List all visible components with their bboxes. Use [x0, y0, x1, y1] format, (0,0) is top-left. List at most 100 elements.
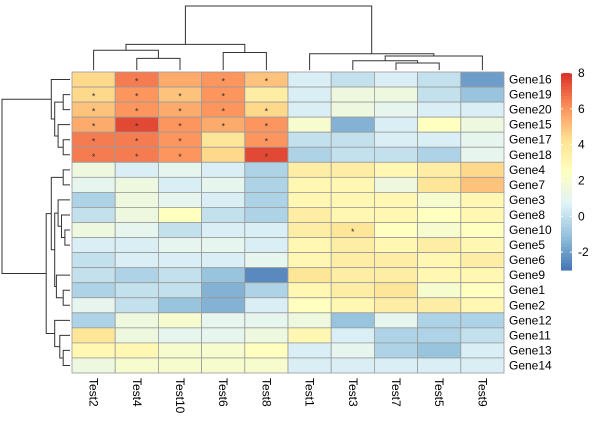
heatmap-cell — [114, 357, 159, 374]
column-labels: Test2 Test4 Test10 Test6 Test8 Test1 Test3 Test… — [87, 378, 490, 414]
heatmap-cell — [330, 342, 375, 359]
column-label: Test10 — [173, 378, 187, 414]
heatmap-cell — [114, 252, 159, 269]
heatmap-cell — [114, 237, 159, 254]
heatmap-cell — [157, 222, 202, 238]
heatmap-cell — [244, 342, 289, 359]
row-label: Gene20 — [509, 103, 552, 117]
legend-gradient-step — [561, 194, 572, 199]
heatmap-cell — [287, 267, 332, 284]
legend-gradient-step — [561, 187, 572, 192]
heatmap-cell — [201, 252, 246, 269]
significance-marker: * — [135, 137, 139, 147]
significance-marker: * — [178, 137, 182, 147]
legend-gradient-step — [561, 122, 572, 127]
legend-gradient-step — [561, 181, 572, 186]
significance-marker: * — [265, 77, 269, 87]
heatmap-cell — [373, 297, 418, 314]
legend-gradient-step — [561, 99, 572, 104]
row-label: Gene15 — [509, 118, 552, 132]
heatmap-cell — [114, 207, 159, 223]
significance-marker: * — [265, 107, 269, 117]
heatmap-cell — [460, 176, 505, 193]
heatmap-cell — [157, 252, 202, 269]
heatmap-cell — [244, 327, 289, 344]
significance-marker: * — [178, 107, 182, 117]
legend-gradient-step — [561, 125, 572, 130]
heatmap-cell — [330, 327, 375, 344]
legend-gradient-step — [561, 79, 572, 84]
heatmap-cell — [201, 131, 246, 148]
significance-marker: * — [135, 122, 139, 132]
dendrogram-branch — [54, 101, 64, 137]
heatmap-cell — [157, 327, 202, 344]
row-label: Gene18 — [509, 148, 552, 162]
legend-gradient-step — [561, 247, 572, 251]
dendrogram-branch — [62, 289, 70, 306]
heatmap-cell — [373, 176, 418, 193]
row-label: Gene7 — [509, 178, 545, 192]
legend-gradient-step — [561, 135, 572, 140]
heatmap-cell — [330, 312, 375, 329]
heatmap-cell — [373, 222, 418, 238]
heatmap-cell — [244, 86, 289, 103]
heatmap-cell — [157, 342, 202, 359]
dendrogram-branch — [59, 334, 70, 359]
heatmap-cell — [460, 222, 505, 238]
heatmap-cell — [417, 86, 462, 103]
row-label: Gene4 — [509, 163, 545, 177]
row-label: Gene3 — [509, 193, 545, 207]
row-label: Gene8 — [509, 208, 545, 222]
heatmap-cell — [460, 131, 505, 148]
heatmap-cell — [287, 131, 332, 148]
heatmap-cell — [157, 191, 202, 208]
heatmap-cell — [71, 267, 116, 284]
significance-marker: * — [265, 122, 269, 132]
dendrogram-branch — [125, 43, 246, 53]
legend-gradient-step — [561, 184, 572, 189]
heatmap-cell — [201, 282, 246, 299]
heatmap-cell — [201, 161, 246, 178]
heatmap-cell — [460, 101, 505, 118]
significance-marker: * — [221, 107, 225, 117]
heatmap-cell — [157, 71, 202, 88]
heatmap-cell — [114, 222, 159, 238]
legend-gradient-step — [561, 210, 572, 215]
heatmap-cell — [157, 312, 202, 329]
significance-marker: * — [135, 92, 139, 102]
heatmap-cell — [287, 222, 332, 238]
column-label: Test1 — [303, 378, 317, 407]
column-label: Test4 — [130, 378, 144, 407]
legend-gradient-step — [561, 82, 572, 87]
heatmap-cell — [244, 237, 289, 254]
heatmap-cell — [201, 267, 246, 284]
heatmap-cell — [460, 267, 505, 284]
row-label: Gene14 — [509, 358, 552, 372]
legend-gradient-step — [561, 240, 572, 245]
row-label: Gene19 — [509, 88, 552, 102]
column-label: Test7 — [389, 378, 403, 407]
row-label: Gene6 — [509, 253, 545, 267]
heatmap-cell — [244, 161, 289, 178]
column-label: Test2 — [87, 378, 101, 407]
legend-gradient-step — [561, 178, 572, 182]
heatmap-cell — [201, 357, 246, 374]
heatmap-cell — [244, 191, 289, 208]
legend-gradient-step — [561, 132, 572, 136]
legend-gradient-step — [561, 86, 572, 91]
heatmap-cell — [71, 176, 116, 193]
legend-gradient-step — [561, 217, 572, 222]
significance-marker: * — [265, 152, 269, 162]
legend-gradient-step — [561, 89, 572, 94]
significance-markers: * * * * * * * * * * * * * * * * * * * * * * * * * * — [92, 77, 355, 237]
legend-gradient-step — [561, 148, 572, 153]
heatmap-cell — [460, 297, 505, 314]
heatmap-cell — [330, 207, 375, 223]
heatmap-cell — [287, 191, 332, 208]
heatmap-cell — [201, 327, 246, 344]
heatmap-cell — [330, 146, 375, 163]
significance-marker: * — [221, 122, 225, 132]
heatmap-cell — [157, 282, 202, 299]
legend-gradient-step — [561, 95, 572, 100]
heatmap-cell — [71, 237, 116, 254]
